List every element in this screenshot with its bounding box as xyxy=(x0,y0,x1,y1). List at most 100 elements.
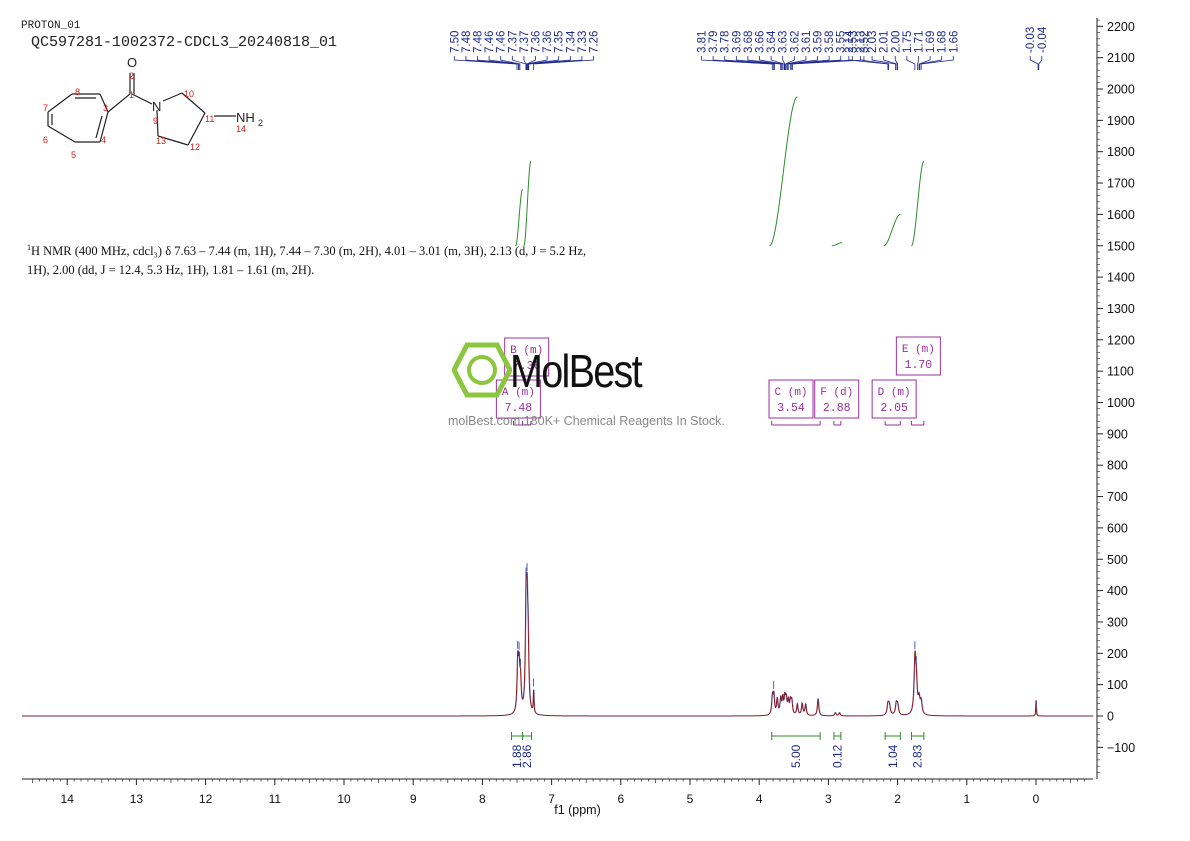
peak-label-leader xyxy=(453,56,518,70)
svg-text:6: 6 xyxy=(43,135,48,145)
x-tick-label: 7 xyxy=(548,792,555,806)
y-tick-label: 2100 xyxy=(1107,51,1135,65)
y-tick-label: 0 xyxy=(1107,710,1114,724)
x-tick-label: 13 xyxy=(130,792,144,806)
y-tick-label: 1600 xyxy=(1107,208,1135,222)
integral-curve xyxy=(515,188,523,247)
y-tick-label: 1500 xyxy=(1107,239,1135,253)
multiplet-shift: 2.88 xyxy=(823,402,851,415)
peak-label-leader xyxy=(883,56,898,70)
peak-shift-label: 3.69 xyxy=(731,31,743,53)
x-tick-label: 2 xyxy=(894,792,901,806)
benzene-ring xyxy=(47,93,109,143)
y-tick-label: 1300 xyxy=(1107,302,1135,316)
x-axis-label: f1 (ppm) xyxy=(554,803,601,817)
peak-shift-label: 3.64 xyxy=(766,30,778,53)
x-tick-label: 9 xyxy=(410,792,417,806)
watermark-brand: MolBest xyxy=(510,345,643,397)
peak-shift-label: 3.59 xyxy=(813,31,825,53)
integral-value: 1.04 xyxy=(886,744,900,768)
amine-subscript: 2 xyxy=(258,118,263,128)
peak-label-leader xyxy=(526,56,560,70)
x-tick-label: 0 xyxy=(1033,792,1040,806)
peak-shift-label: 1.75 xyxy=(902,31,914,53)
integral-curve xyxy=(523,160,532,247)
peak-shift-label: 3.62 xyxy=(789,31,801,53)
peak-shift-label: 1.69 xyxy=(925,31,937,53)
peak-shift-label: 3.66 xyxy=(755,31,767,53)
peak-shift-label: 7.50 xyxy=(449,31,461,53)
peak-label-leader xyxy=(860,56,890,70)
description-superscript: 1 xyxy=(27,243,31,252)
peak-shift-label: 3.58 xyxy=(824,31,836,53)
integral-value: 0.12 xyxy=(830,744,844,768)
peak-label-leader xyxy=(785,56,807,70)
peak-shift-label: 7.33 xyxy=(577,31,589,53)
integral-value: 2.86 xyxy=(520,744,534,768)
amine-label: NH xyxy=(236,110,255,125)
description-text: H NMR (400 MHz, cdcl₃) δ 7.63 – 7.44 (m,… xyxy=(27,244,587,278)
peak-shift-label: 2.13 xyxy=(855,31,867,53)
integral-value: 5.00 xyxy=(789,744,803,768)
integral-value: 2.83 xyxy=(911,744,925,768)
peak-label-leader xyxy=(792,56,865,70)
multiplet-annotation: F (d) 2.88 xyxy=(814,379,860,426)
peak-shift-label: 1.71 xyxy=(913,31,925,53)
integral-curve xyxy=(883,213,901,247)
integral-value: 1.88 xyxy=(510,744,524,768)
peak-label-leader xyxy=(871,56,896,70)
x-tick-label: 11 xyxy=(269,792,282,806)
y-tick-label: 1800 xyxy=(1107,145,1135,159)
peak-label-leader xyxy=(527,56,571,70)
x-tick-label: 12 xyxy=(199,792,213,806)
peak-label-leader xyxy=(848,56,889,70)
y-tick-label: 900 xyxy=(1107,427,1128,441)
y-tick-label: 400 xyxy=(1107,584,1128,598)
svg-text:9: 9 xyxy=(153,116,158,126)
multiplet-box xyxy=(768,379,814,419)
svg-text:1: 1 xyxy=(129,90,134,100)
peak-label-leader xyxy=(919,56,943,70)
peak-shift-label: 7.26 xyxy=(589,31,601,53)
peak-label-leader xyxy=(785,56,795,70)
multiplet-name: D (m) xyxy=(878,387,911,399)
multiplet-name: C (m) xyxy=(775,387,808,399)
peak-shift-label: 7.37 xyxy=(519,31,531,53)
y-tick-label: 500 xyxy=(1107,553,1128,567)
svg-text:7: 7 xyxy=(43,103,48,113)
y-tick-label: 1100 xyxy=(1107,365,1134,379)
experiment-name: PROTON_01 xyxy=(21,20,81,32)
y-tick-label: 1700 xyxy=(1107,177,1135,191)
peak-shift-label: -0.03 xyxy=(1025,27,1037,53)
multiplet-name: E (m) xyxy=(902,344,935,356)
peak-shift-label: 1.68 xyxy=(937,31,949,53)
peak-label-leader xyxy=(791,56,853,70)
peak-label-leader xyxy=(712,56,775,70)
integral-curve xyxy=(769,96,798,247)
spectrum-trace-overlay xyxy=(22,571,1094,717)
peak-shift-label: 3.55 xyxy=(836,31,848,53)
y-tick-label: 200 xyxy=(1107,647,1128,661)
svg-text:14: 14 xyxy=(236,124,246,134)
oxygen-atom: O xyxy=(127,55,137,70)
peak-label-leader xyxy=(528,56,583,70)
peak-shift-label: 7.34 xyxy=(565,30,577,53)
peak-shift-label: 7.48 xyxy=(473,31,485,53)
molecule-structure: O N NH 2 1 2 3 4 5 6 7 8 9 10 11 12 13 1… xyxy=(43,55,263,160)
peak-label-leader xyxy=(917,56,919,70)
multiplet-shift: 7.36 xyxy=(513,360,541,373)
peak-label-leader xyxy=(906,56,916,70)
multiplet-name: A (m) xyxy=(502,387,535,399)
peak-label-leader xyxy=(759,56,784,70)
peak-shift-label: 7.46 xyxy=(484,31,496,53)
peak-shift-label: 3.52 xyxy=(859,31,871,53)
peak-shift-label: 3.53 xyxy=(847,31,859,53)
peak-label-group: -0.03 -0.04 xyxy=(1025,26,1049,70)
peak-shift-label: 3.79 xyxy=(708,31,720,53)
x-tick-label: 3 xyxy=(825,792,832,806)
integral-curve xyxy=(911,160,925,247)
peak-label-leader xyxy=(782,56,786,70)
peak-shift-label: 7.46 xyxy=(496,31,508,53)
peak-label-leader xyxy=(477,56,519,70)
peak-label-leader xyxy=(526,56,548,70)
